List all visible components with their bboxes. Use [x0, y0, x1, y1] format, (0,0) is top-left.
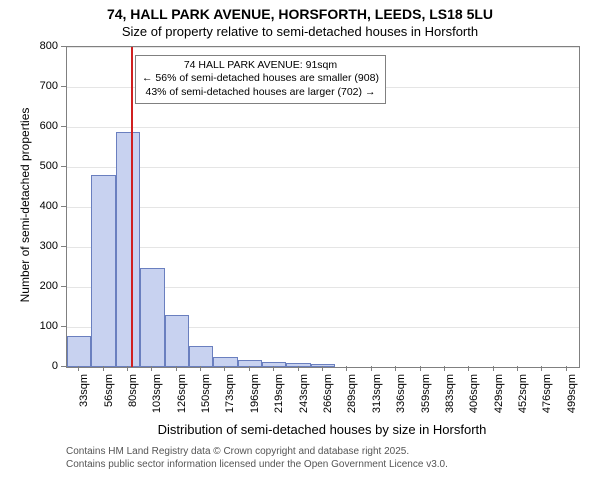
- x-tick-mark: [322, 366, 323, 371]
- chart-container: 74 HALL PARK AVENUE: 91sqm ← 56% of semi…: [0, 40, 600, 445]
- x-tick-mark: [176, 366, 177, 371]
- footer-line1: Contains HM Land Registry data © Crown c…: [66, 445, 600, 458]
- gridline-horizontal: [67, 167, 579, 168]
- gridline-horizontal: [67, 127, 579, 128]
- page-title-line1: 74, HALL PARK AVENUE, HORSFORTH, LEEDS, …: [0, 6, 600, 24]
- histogram-bar: [262, 362, 286, 367]
- title-block: 74, HALL PARK AVENUE, HORSFORTH, LEEDS, …: [0, 0, 600, 40]
- x-tick-mark: [566, 366, 567, 371]
- annotation-line1: 74 HALL PARK AVENUE: 91sqm: [142, 59, 379, 73]
- y-tick-mark: [61, 286, 66, 287]
- y-tick-label: 700: [0, 80, 58, 92]
- histogram-bar: [286, 363, 310, 367]
- x-tick-mark: [127, 366, 128, 371]
- footer-attribution: Contains HM Land Registry data © Crown c…: [0, 445, 600, 471]
- x-tick-label: 150sqm: [200, 374, 212, 424]
- y-tick-mark: [61, 366, 66, 367]
- x-tick-mark: [200, 366, 201, 371]
- y-tick-label: 0: [0, 360, 58, 372]
- x-tick-label: 219sqm: [273, 374, 285, 424]
- x-tick-mark: [273, 366, 274, 371]
- x-tick-label: 126sqm: [176, 374, 188, 424]
- x-axis-title: Distribution of semi-detached houses by …: [66, 422, 578, 437]
- x-tick-mark: [468, 366, 469, 371]
- y-tick-label: 300: [0, 240, 58, 252]
- histogram-bar: [238, 360, 262, 367]
- x-tick-label: 56sqm: [103, 374, 115, 424]
- x-tick-label: 429sqm: [493, 374, 505, 424]
- x-tick-label: 499sqm: [566, 374, 578, 424]
- x-tick-label: 383sqm: [444, 374, 456, 424]
- annotation-line2: ← 56% of semi-detached houses are smalle…: [142, 72, 379, 86]
- y-tick-label: 100: [0, 320, 58, 332]
- y-tick-mark: [61, 46, 66, 47]
- x-tick-mark: [151, 366, 152, 371]
- y-tick-label: 400: [0, 200, 58, 212]
- property-marker-line: [131, 47, 133, 367]
- x-tick-mark: [541, 366, 542, 371]
- x-tick-label: 266sqm: [322, 374, 334, 424]
- x-tick-label: 103sqm: [151, 374, 163, 424]
- x-tick-mark: [395, 366, 396, 371]
- gridline-horizontal: [67, 247, 579, 248]
- x-tick-label: 476sqm: [541, 374, 553, 424]
- x-tick-mark: [346, 366, 347, 371]
- x-tick-label: 336sqm: [395, 374, 407, 424]
- gridline-horizontal: [67, 207, 579, 208]
- x-tick-mark: [493, 366, 494, 371]
- y-tick-mark: [61, 86, 66, 87]
- y-tick-label: 800: [0, 40, 58, 52]
- x-tick-mark: [249, 366, 250, 371]
- x-tick-label: 80sqm: [127, 374, 139, 424]
- x-tick-mark: [420, 366, 421, 371]
- x-tick-label: 359sqm: [420, 374, 432, 424]
- page-title-line2: Size of property relative to semi-detach…: [0, 24, 600, 40]
- y-tick-label: 200: [0, 280, 58, 292]
- x-tick-mark: [224, 366, 225, 371]
- y-tick-label: 500: [0, 160, 58, 172]
- x-tick-mark: [517, 366, 518, 371]
- x-tick-label: 313sqm: [371, 374, 383, 424]
- x-tick-label: 33sqm: [78, 374, 90, 424]
- y-tick-mark: [61, 246, 66, 247]
- y-tick-mark: [61, 326, 66, 327]
- annotation-callout: 74 HALL PARK AVENUE: 91sqm ← 56% of semi…: [135, 55, 386, 104]
- histogram-bar: [140, 268, 164, 366]
- y-tick-mark: [61, 206, 66, 207]
- histogram-bar: [165, 315, 189, 367]
- histogram-bar: [116, 132, 140, 367]
- x-tick-label: 173sqm: [224, 374, 236, 424]
- footer-line2: Contains public sector information licen…: [66, 458, 600, 471]
- x-tick-label: 406sqm: [468, 374, 480, 424]
- x-tick-mark: [103, 366, 104, 371]
- histogram-bar: [213, 357, 237, 367]
- histogram-bar: [91, 175, 115, 367]
- y-tick-mark: [61, 126, 66, 127]
- x-tick-label: 196sqm: [249, 374, 261, 424]
- x-tick-mark: [371, 366, 372, 371]
- histogram-bar: [189, 346, 213, 367]
- x-tick-label: 289sqm: [346, 374, 358, 424]
- x-tick-label: 243sqm: [298, 374, 310, 424]
- gridline-horizontal: [67, 47, 579, 48]
- histogram-bar: [67, 336, 91, 367]
- x-tick-mark: [298, 366, 299, 371]
- x-tick-mark: [78, 366, 79, 371]
- x-tick-mark: [444, 366, 445, 371]
- x-tick-label: 452sqm: [517, 374, 529, 424]
- annotation-line3: 43% of semi-detached houses are larger (…: [142, 86, 379, 100]
- y-tick-label: 600: [0, 120, 58, 132]
- y-tick-mark: [61, 166, 66, 167]
- plot-area: 74 HALL PARK AVENUE: 91sqm ← 56% of semi…: [66, 46, 580, 368]
